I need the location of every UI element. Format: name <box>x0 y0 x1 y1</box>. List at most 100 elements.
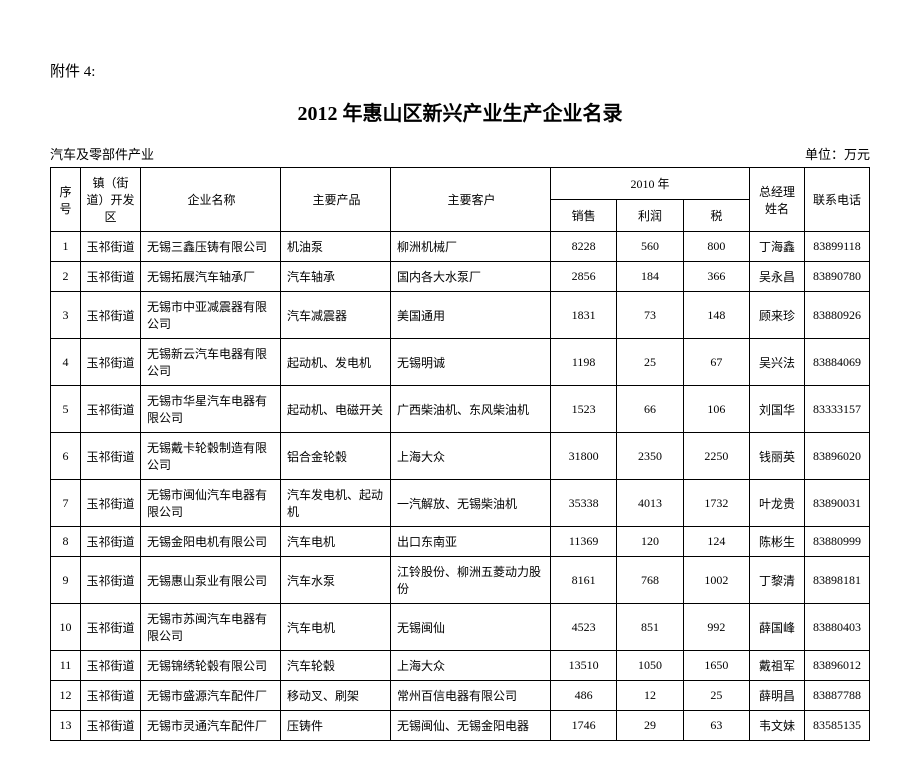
cell-product: 汽车减震器 <box>281 292 391 339</box>
cell-seq: 12 <box>51 681 81 711</box>
cell-product: 移动叉、刷架 <box>281 681 391 711</box>
cell-seq: 6 <box>51 433 81 480</box>
cell-manager: 刘国华 <box>750 386 805 433</box>
cell-company: 无锡戴卡轮毂制造有限公司 <box>141 433 281 480</box>
cell-phone: 83898181 <box>805 557 870 604</box>
table-row: 13玉祁街道无锡市灵通汽车配件厂压铸件无锡闽仙、无锡金阳电器17462963韦文… <box>51 711 870 741</box>
cell-tax: 67 <box>683 339 749 386</box>
table-row: 7玉祁街道无锡市闽仙汽车电器有限公司汽车发电机、起动机一汽解放、无锡柴油机353… <box>51 480 870 527</box>
cell-manager: 薛国峰 <box>750 604 805 651</box>
header-customer: 主要客户 <box>391 168 551 232</box>
cell-sales: 35338 <box>551 480 617 527</box>
cell-district: 玉祁街道 <box>81 386 141 433</box>
header-tax: 税 <box>683 200 749 232</box>
cell-phone: 83896020 <box>805 433 870 480</box>
cell-customer: 美国通用 <box>391 292 551 339</box>
cell-manager: 陈彬生 <box>750 527 805 557</box>
cell-company: 无锡金阳电机有限公司 <box>141 527 281 557</box>
cell-district: 玉祁街道 <box>81 339 141 386</box>
cell-profit: 851 <box>617 604 683 651</box>
cell-customer: 广西柴油机、东风柴油机 <box>391 386 551 433</box>
cell-phone: 83880926 <box>805 292 870 339</box>
cell-manager: 薛明昌 <box>750 681 805 711</box>
cell-manager: 丁黎清 <box>750 557 805 604</box>
attachment-label: 附件 4: <box>50 60 870 81</box>
cell-district: 玉祁街道 <box>81 527 141 557</box>
page-title: 2012 年惠山区新兴产业生产企业名录 <box>50 97 870 126</box>
cell-phone: 83884069 <box>805 339 870 386</box>
cell-district: 玉祁街道 <box>81 232 141 262</box>
header-manager: 总经理姓名 <box>750 168 805 232</box>
cell-phone: 83880999 <box>805 527 870 557</box>
cell-customer: 上海大众 <box>391 651 551 681</box>
cell-tax: 366 <box>683 262 749 292</box>
cell-profit: 4013 <box>617 480 683 527</box>
cell-company: 无锡市灵通汽车配件厂 <box>141 711 281 741</box>
cell-sales: 13510 <box>551 651 617 681</box>
cell-product: 起动机、电磁开关 <box>281 386 391 433</box>
cell-customer: 常州百信电器有限公司 <box>391 681 551 711</box>
cell-profit: 29 <box>617 711 683 741</box>
cell-seq: 13 <box>51 711 81 741</box>
table-row: 6玉祁街道无锡戴卡轮毂制造有限公司铝合金轮毂上海大众3180023502250钱… <box>51 433 870 480</box>
cell-customer: 无锡明诚 <box>391 339 551 386</box>
cell-profit: 73 <box>617 292 683 339</box>
cell-phone: 83896012 <box>805 651 870 681</box>
table-row: 1玉祁街道无锡三鑫压铸有限公司机油泵柳洲机械厂8228560800丁海鑫8389… <box>51 232 870 262</box>
cell-sales: 1523 <box>551 386 617 433</box>
cell-company: 无锡拓展汽车轴承厂 <box>141 262 281 292</box>
header-product: 主要产品 <box>281 168 391 232</box>
cell-seq: 7 <box>51 480 81 527</box>
cell-seq: 3 <box>51 292 81 339</box>
cell-phone: 83899118 <box>805 232 870 262</box>
cell-tax: 106 <box>683 386 749 433</box>
cell-sales: 1831 <box>551 292 617 339</box>
cell-phone: 83880403 <box>805 604 870 651</box>
cell-seq: 5 <box>51 386 81 433</box>
cell-tax: 1732 <box>683 480 749 527</box>
cell-sales: 4523 <box>551 604 617 651</box>
cell-phone: 83890031 <box>805 480 870 527</box>
cell-seq: 8 <box>51 527 81 557</box>
cell-district: 玉祁街道 <box>81 480 141 527</box>
cell-product: 压铸件 <box>281 711 391 741</box>
header-phone: 联系电话 <box>805 168 870 232</box>
cell-sales: 8161 <box>551 557 617 604</box>
cell-sales: 1198 <box>551 339 617 386</box>
cell-product: 机油泵 <box>281 232 391 262</box>
header-sales: 销售 <box>551 200 617 232</box>
table-row: 9玉祁街道无锡惠山泵业有限公司汽车水泵江铃股份、柳洲五菱动力股份81617681… <box>51 557 870 604</box>
cell-company: 无锡市苏闽汽车电器有限公司 <box>141 604 281 651</box>
cell-seq: 9 <box>51 557 81 604</box>
cell-profit: 66 <box>617 386 683 433</box>
cell-manager: 吴兴法 <box>750 339 805 386</box>
cell-district: 玉祁街道 <box>81 711 141 741</box>
cell-district: 玉祁街道 <box>81 433 141 480</box>
table-row: 8玉祁街道无锡金阳电机有限公司汽车电机出口东南亚11369120124陈彬生83… <box>51 527 870 557</box>
cell-manager: 钱丽英 <box>750 433 805 480</box>
cell-product: 汽车电机 <box>281 604 391 651</box>
cell-profit: 120 <box>617 527 683 557</box>
table-row: 4玉祁街道无锡新云汽车电器有限公司起动机、发电机无锡明诚11982567吴兴法8… <box>51 339 870 386</box>
cell-sales: 11369 <box>551 527 617 557</box>
cell-company: 无锡市盛源汽车配件厂 <box>141 681 281 711</box>
table-row: 12玉祁街道无锡市盛源汽车配件厂移动叉、刷架常州百信电器有限公司4861225薛… <box>51 681 870 711</box>
cell-tax: 63 <box>683 711 749 741</box>
header-profit: 利润 <box>617 200 683 232</box>
cell-seq: 2 <box>51 262 81 292</box>
cell-customer: 无锡闽仙 <box>391 604 551 651</box>
cell-district: 玉祁街道 <box>81 651 141 681</box>
cell-sales: 2856 <box>551 262 617 292</box>
cell-manager: 韦文妹 <box>750 711 805 741</box>
subtitle-left: 汽车及零部件产业 <box>50 144 154 163</box>
header-district: 镇（街道）开发区 <box>81 168 141 232</box>
cell-sales: 1746 <box>551 711 617 741</box>
cell-profit: 2350 <box>617 433 683 480</box>
cell-tax: 1650 <box>683 651 749 681</box>
header-year: 2010 年 <box>551 168 750 200</box>
cell-product: 汽车电机 <box>281 527 391 557</box>
cell-product: 汽车轮毂 <box>281 651 391 681</box>
cell-customer: 国内各大水泵厂 <box>391 262 551 292</box>
table-header: 序号 镇（街道）开发区 企业名称 主要产品 主要客户 2010 年 总经理姓名 … <box>51 168 870 232</box>
table-row: 5玉祁街道无锡市华星汽车电器有限公司起动机、电磁开关广西柴油机、东风柴油机152… <box>51 386 870 433</box>
